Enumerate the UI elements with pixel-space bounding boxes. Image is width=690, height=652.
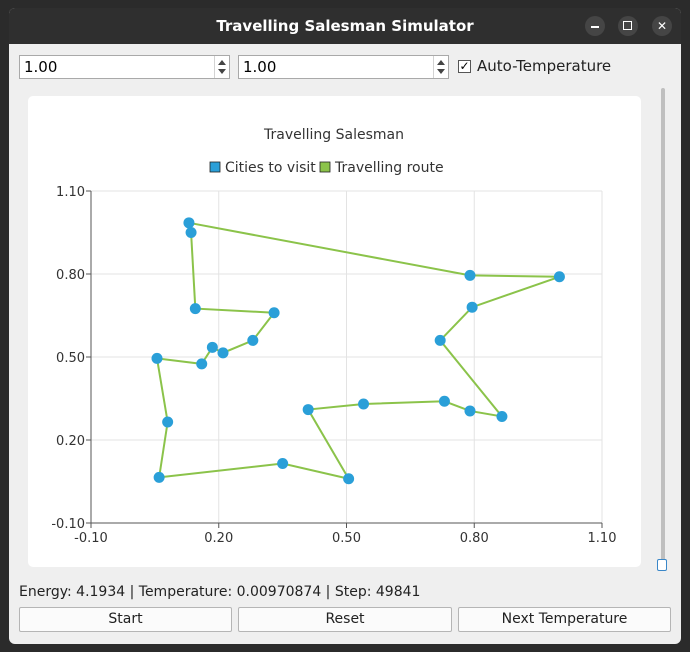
vertical-scrollbar[interactable] (661, 88, 665, 563)
spinbox-2-arrows (433, 56, 448, 78)
spinbox-1-arrows (214, 56, 229, 78)
x-tick-label: 0.50 (332, 531, 361, 546)
city-point (302, 404, 314, 416)
city-point (553, 271, 565, 283)
tsp-chart: Travelling Salesman Cities to visit Trav… (51, 127, 616, 546)
auto-temperature-checkbox[interactable]: ✓ (458, 59, 471, 73)
city-point (438, 395, 450, 407)
city-point (183, 217, 195, 229)
y-tick-label: -0.10 (51, 517, 85, 532)
city-point (196, 358, 208, 370)
x-tick-label: 1.10 (588, 531, 617, 546)
plot-area: -0.10 0.20 0.50 0.80 1.10 -0.10 0.20 0.50 0.80 1.… (51, 185, 616, 546)
x-tick-label: -0.10 (74, 531, 108, 546)
status-text: Energy: 4.1934 | Temperature: 0.00970874… (19, 584, 421, 600)
x-tick-label: 0.20 (204, 531, 233, 546)
y-tick-label: 1.10 (56, 185, 85, 200)
close-icon: ✕ (656, 19, 668, 33)
city-point (496, 410, 508, 422)
city-point (464, 269, 476, 281)
x-tick-label: 0.80 (460, 531, 489, 546)
city-point (464, 405, 476, 417)
city-point (247, 334, 259, 346)
spinbox-2[interactable]: 1.00 (238, 55, 449, 79)
minimize-button[interactable] (585, 16, 605, 36)
spinbox-1-down-arrow[interactable] (218, 69, 226, 74)
spinbox-1-up-arrow[interactable] (218, 60, 226, 65)
spinbox-2-up-arrow[interactable] (437, 60, 445, 65)
close-button[interactable]: ✕ (652, 16, 672, 36)
spinbox-2-down-arrow[interactable] (437, 69, 445, 74)
city-point (277, 458, 289, 470)
city-point (268, 307, 280, 319)
chart-panel: Travelling Salesman Cities to visit Trav… (28, 96, 641, 567)
city-point (151, 352, 163, 364)
legend-cities-swatch (209, 161, 221, 173)
spinbox-1[interactable]: 1.00 (19, 55, 230, 79)
app-window: Travelling Salesman Simulator ✕ 1.00 1.0… (9, 8, 681, 644)
window-title: Travelling Salesman Simulator (216, 17, 474, 35)
city-point (343, 473, 355, 485)
spinbox-2-value[interactable]: 1.00 (243, 58, 277, 76)
city-point (153, 471, 165, 483)
auto-temperature-label[interactable]: Auto-Temperature (477, 57, 612, 75)
start-button[interactable]: Start (19, 607, 232, 632)
city-point (358, 398, 370, 410)
spinbox-1-value[interactable]: 1.00 (24, 58, 58, 76)
scrollbar-handle[interactable] (657, 559, 667, 571)
chart-title: Travelling Salesman (263, 127, 404, 143)
city-point (162, 416, 174, 428)
maximize-button[interactable] (618, 16, 638, 36)
city-point (466, 301, 478, 313)
y-tick-label: 0.20 (56, 434, 85, 449)
city-point (217, 347, 229, 359)
y-tick-label: 0.50 (56, 351, 85, 366)
y-tick-label: 0.80 (56, 268, 85, 283)
legend-route-swatch (319, 161, 331, 173)
city-point (189, 303, 201, 315)
city-point (434, 334, 446, 346)
legend-route-label: Travelling route (334, 160, 444, 176)
reset-button[interactable]: Reset (238, 607, 452, 632)
title-bar: Travelling Salesman Simulator ✕ (9, 8, 681, 44)
legend-cities-label: Cities to visit (225, 160, 316, 176)
city-point (206, 341, 218, 353)
city-point (185, 227, 197, 238)
next-temperature-button[interactable]: Next Temperature (458, 607, 671, 632)
